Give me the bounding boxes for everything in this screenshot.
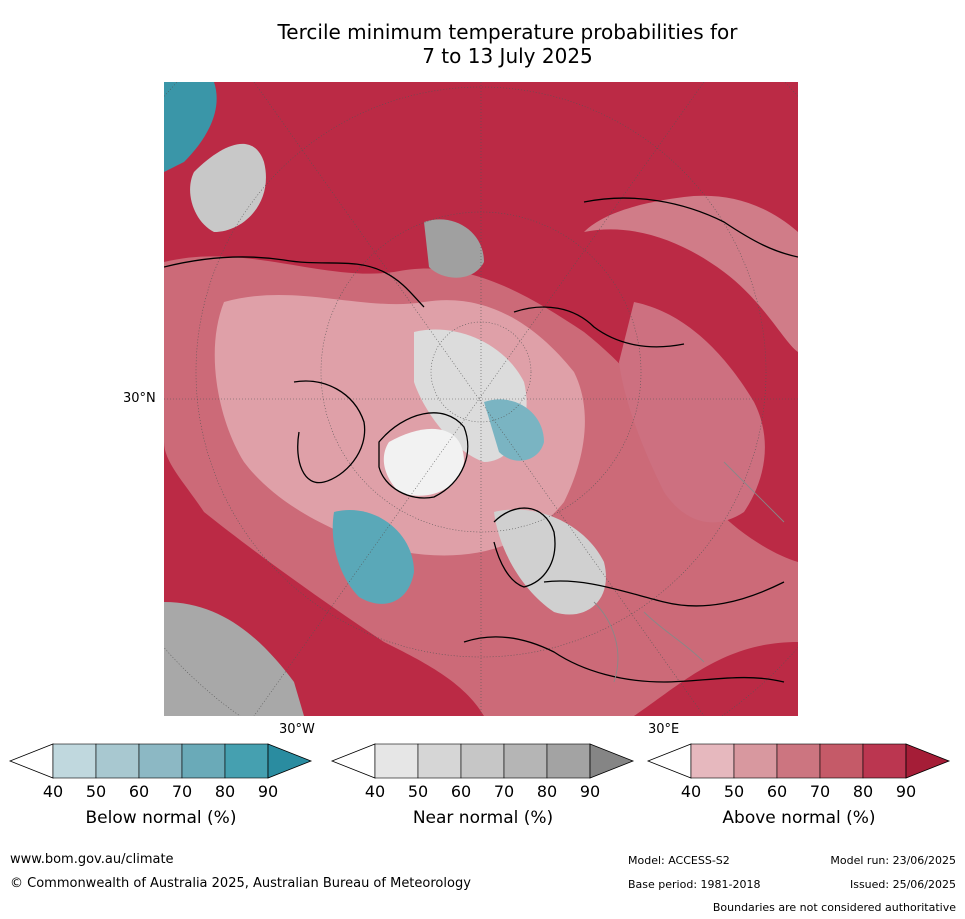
model-text: Model: ACCESS-S2 bbox=[628, 854, 730, 867]
colorbar-segment bbox=[417, 743, 462, 779]
colorbar-low-extend bbox=[646, 743, 692, 779]
latitude-label-30n: 30°N bbox=[123, 391, 156, 406]
colorbar-near-normal bbox=[330, 743, 635, 779]
model-run-text: Model run: 23/06/2025 bbox=[830, 854, 956, 867]
colorbar-high-extend bbox=[905, 743, 951, 779]
colorbar-segment bbox=[819, 743, 864, 779]
tick-label: 90 bbox=[895, 782, 917, 801]
tick-label: 80 bbox=[852, 782, 874, 801]
tick-label: 60 bbox=[128, 782, 150, 801]
tick-label: 60 bbox=[766, 782, 788, 801]
colorbar-segment bbox=[52, 743, 97, 779]
colorbar-below-title: Below normal (%) bbox=[85, 808, 237, 828]
colorbar-low-extend bbox=[8, 743, 54, 779]
tick-label: 50 bbox=[723, 782, 745, 801]
colorbar-high-extend bbox=[267, 743, 313, 779]
colorbar-segment bbox=[374, 743, 419, 779]
grey-region-pacific bbox=[164, 602, 304, 716]
colorbar-segment bbox=[460, 743, 505, 779]
colorbar-segment bbox=[862, 743, 907, 779]
colorbar-segment bbox=[138, 743, 183, 779]
teal-region-corner bbox=[164, 82, 217, 172]
copyright-text: © Commonwealth of Australia 2025, Austra… bbox=[10, 876, 471, 891]
longitude-label-30w: 30°W bbox=[279, 722, 315, 737]
boundaries-note: Boundaries are not considered authoritat… bbox=[712, 901, 956, 914]
colorbar-segment bbox=[776, 743, 821, 779]
colorbar-segment bbox=[690, 743, 735, 779]
white-region-greenland bbox=[383, 428, 464, 496]
graticule bbox=[164, 82, 798, 716]
title-line-2: 7 to 13 July 2025 bbox=[422, 44, 593, 68]
tick-label: 40 bbox=[42, 782, 64, 801]
tick-label: 90 bbox=[579, 782, 601, 801]
title-line-1: Tercile minimum temperature probabilitie… bbox=[277, 20, 738, 44]
colorbar-above-title: Above normal (%) bbox=[722, 808, 876, 828]
tick-label: 70 bbox=[493, 782, 515, 801]
base-period-text: Base period: 1981-2018 bbox=[628, 878, 761, 891]
coastlines bbox=[164, 197, 798, 683]
tick-label: 80 bbox=[536, 782, 558, 801]
colorbar-near-title: Near normal (%) bbox=[412, 808, 554, 828]
tick-label: 40 bbox=[680, 782, 702, 801]
teal-region-barents bbox=[484, 399, 544, 461]
grey-region-scandinavia bbox=[494, 509, 606, 615]
tick-label: 60 bbox=[450, 782, 472, 801]
tick-label: 40 bbox=[364, 782, 386, 801]
website-link[interactable]: www.bom.gov.au/climate bbox=[10, 852, 174, 867]
teal-region-atlantic bbox=[332, 510, 414, 604]
colorbar-high-extend bbox=[589, 743, 635, 779]
colorbar-segment bbox=[181, 743, 226, 779]
tick-label: 50 bbox=[407, 782, 429, 801]
tick-label: 50 bbox=[85, 782, 107, 801]
colorbar-segment bbox=[733, 743, 778, 779]
map-title: Tercile minimum temperature probabilitie… bbox=[0, 20, 965, 68]
colorbar-low-extend bbox=[330, 743, 376, 779]
pink-region-asia bbox=[619, 302, 765, 523]
colorbar-segment bbox=[95, 743, 140, 779]
colorbar-below-normal bbox=[8, 743, 313, 779]
colorbar-segment bbox=[546, 743, 591, 779]
grey-region-arctic bbox=[424, 219, 484, 278]
colorbar-above-normal bbox=[646, 743, 951, 779]
issued-text: Issued: 25/06/2025 bbox=[849, 878, 956, 891]
tick-label: 80 bbox=[214, 782, 236, 801]
tick-label: 90 bbox=[257, 782, 279, 801]
grey-region-northwest bbox=[190, 143, 266, 232]
longitude-label-30e: 30°E bbox=[648, 722, 680, 737]
tick-label: 70 bbox=[171, 782, 193, 801]
probability-map bbox=[164, 82, 798, 716]
tick-label: 70 bbox=[809, 782, 831, 801]
country-borders bbox=[593, 461, 785, 683]
colorbar-segment bbox=[224, 743, 269, 779]
colorbar-segment bbox=[503, 743, 548, 779]
map-graphic bbox=[164, 82, 798, 716]
